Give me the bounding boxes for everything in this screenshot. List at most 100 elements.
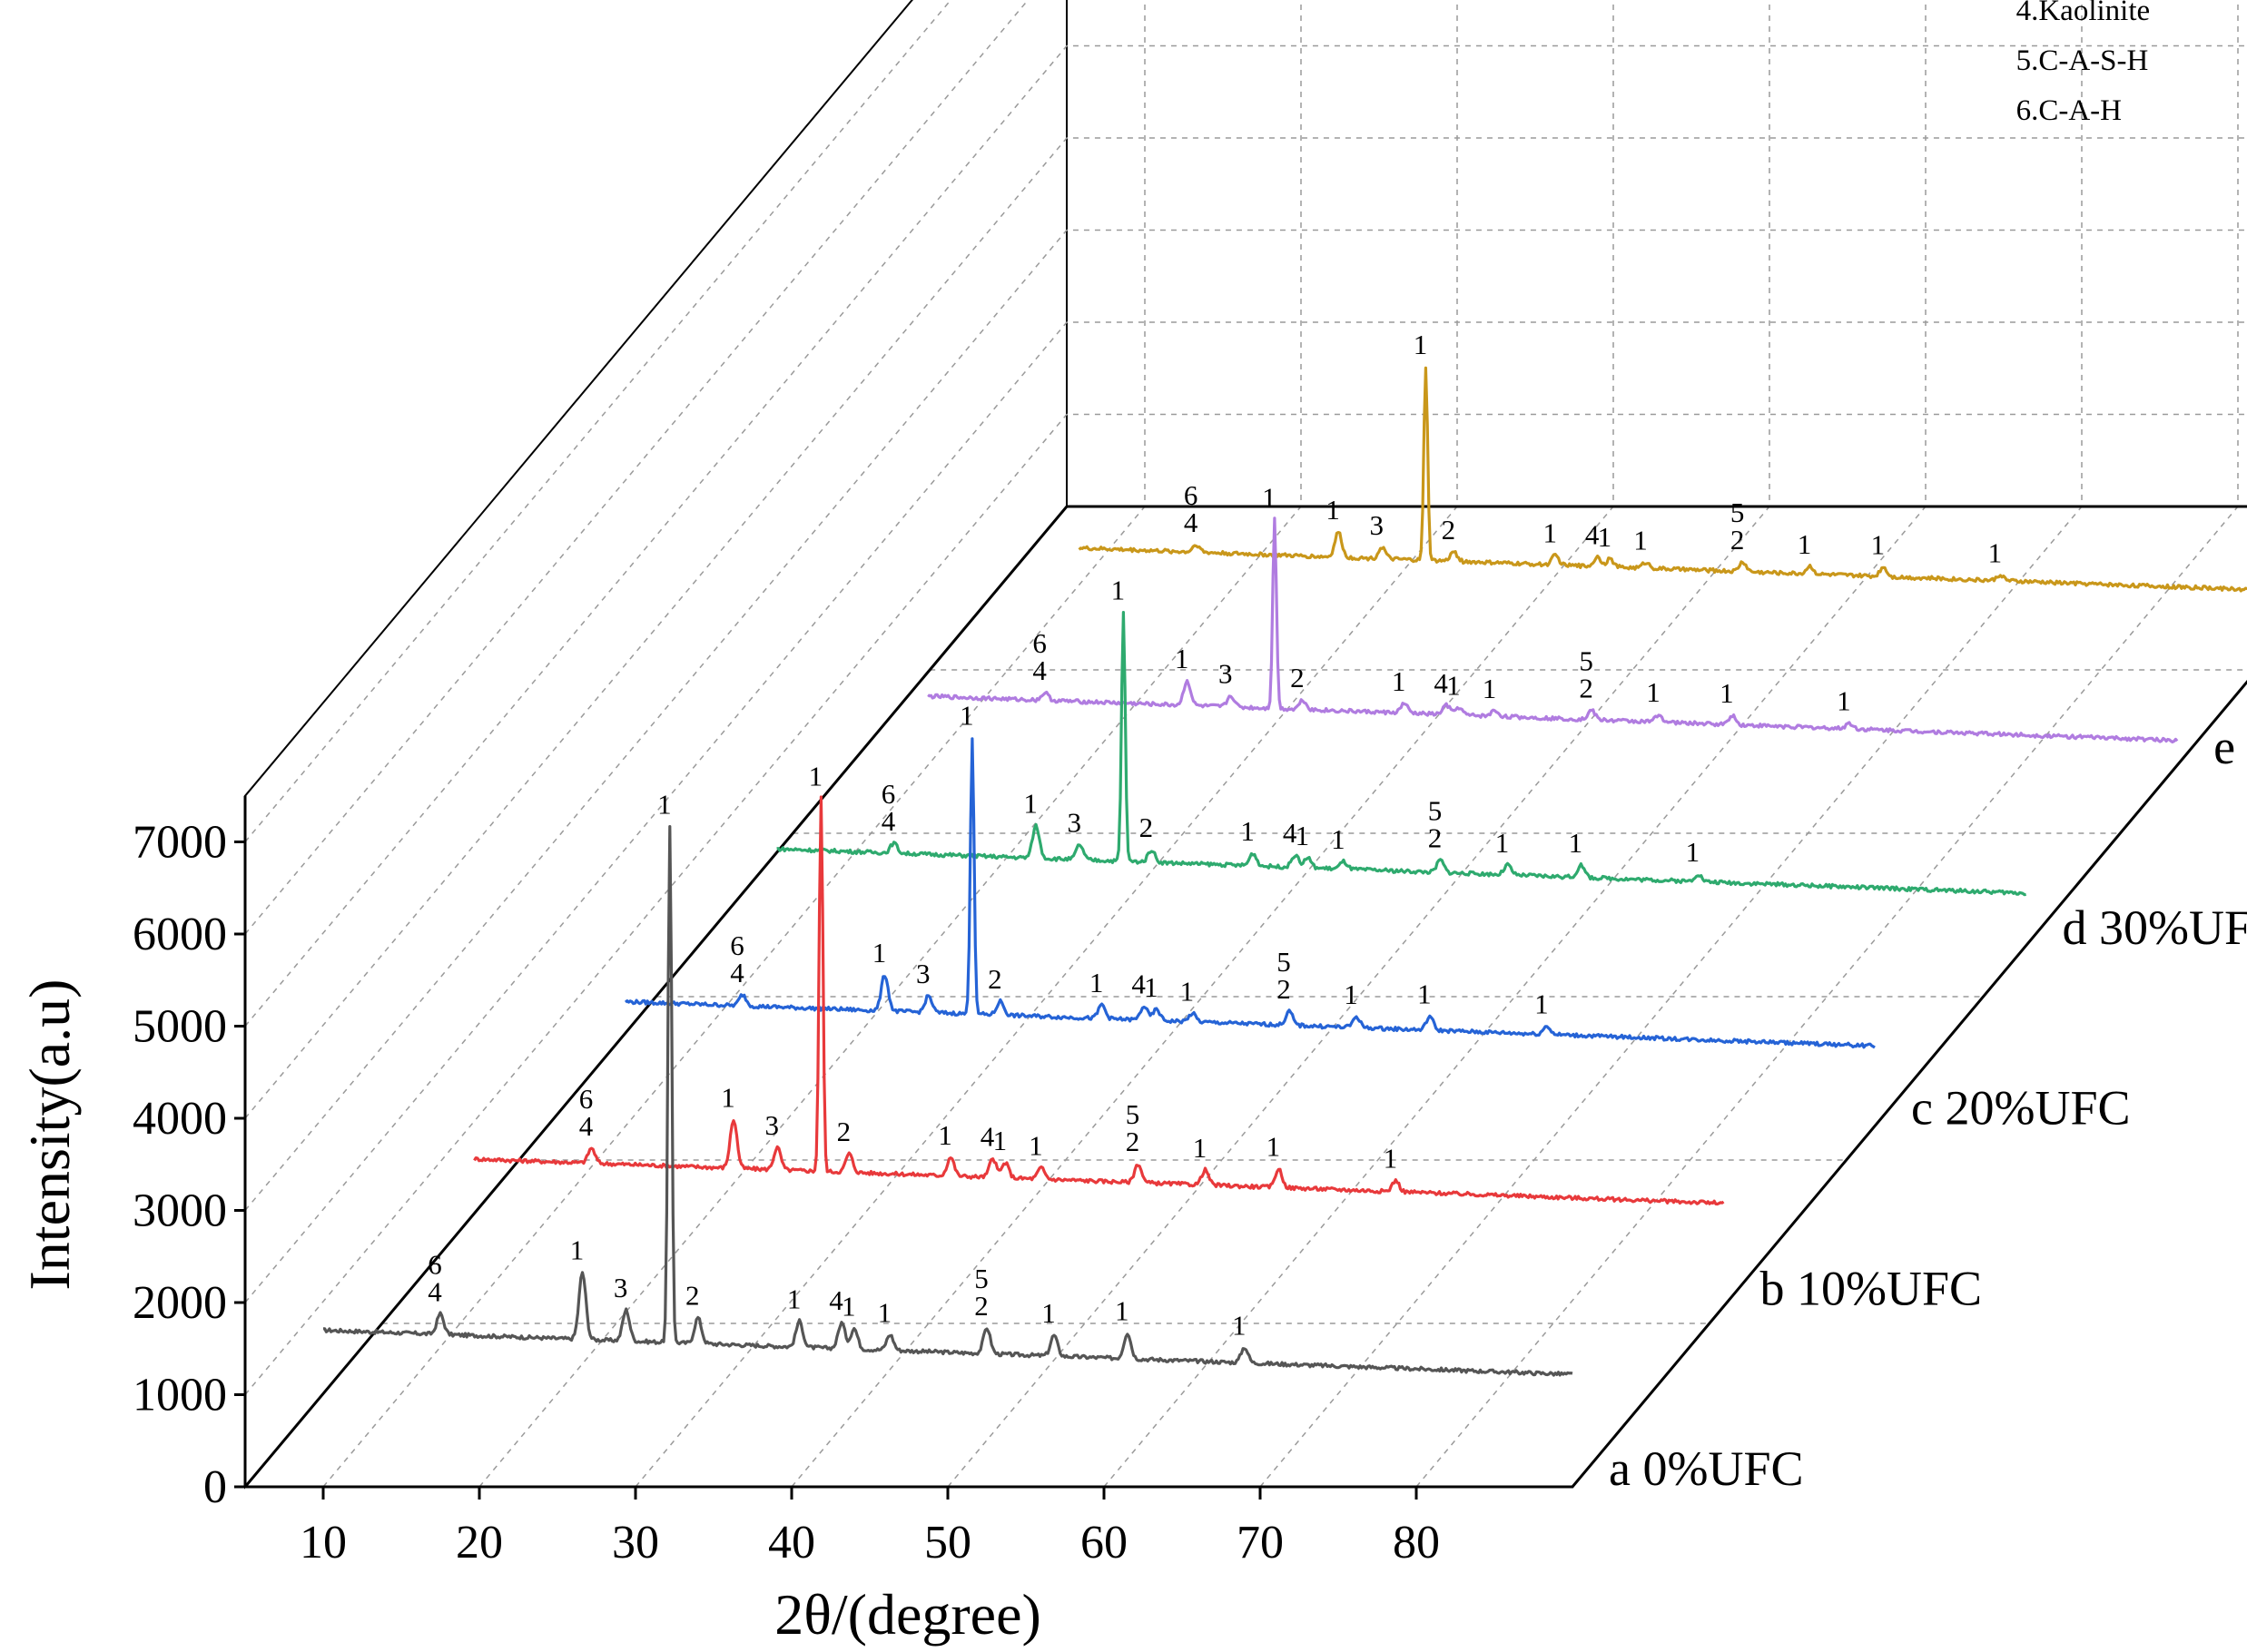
y-gridline: [244, 0, 952, 842]
peak-label: 1: [1495, 827, 1510, 859]
peak-label: 4: [981, 1121, 995, 1153]
y-gridline: [244, 413, 2247, 1395]
peak-label: 1: [1598, 521, 1612, 553]
peak-label: 1: [657, 789, 672, 821]
x-tick-label: 70: [1237, 1517, 1284, 1568]
peak-label: 5: [1126, 1098, 1140, 1130]
peak-label: 6: [730, 929, 744, 961]
series-line: [473, 795, 1725, 1206]
x-gridline: [635, 0, 1458, 1488]
y-tick-label: 0: [203, 1461, 227, 1513]
peak-label: 1: [1384, 1142, 1398, 1174]
peak-label: 1: [1686, 836, 1700, 868]
y-gridline: [244, 229, 2247, 1211]
peak-label: 1: [1392, 665, 1406, 697]
y-tick-label: 1000: [133, 1370, 227, 1421]
peak-label: 4: [428, 1275, 442, 1307]
peak-label: 2: [685, 1280, 700, 1312]
peak-label: 1: [1331, 823, 1345, 855]
peak-label: 2: [1126, 1126, 1140, 1157]
axis-lines: [241, 505, 2247, 1489]
peak-label: 4: [730, 957, 744, 988]
peak-label: 1: [1988, 536, 2003, 568]
y-gridline: [244, 0, 1030, 935]
peak-label: 6: [882, 778, 896, 810]
peak-label: 1: [1180, 976, 1195, 1008]
peak-label: 2: [974, 1290, 989, 1322]
left-wall: [244, 0, 1068, 1490]
peak-label: 1: [1344, 978, 1358, 1010]
peak-label: 1: [787, 1283, 802, 1315]
peak-label: 1: [872, 937, 887, 969]
peak-label: 1: [938, 1119, 952, 1151]
series-label: e 40%UFC: [2213, 720, 2247, 774]
y-tick-label: 5000: [133, 1001, 227, 1053]
peak-label: 3: [764, 1109, 779, 1141]
peak-label: 1: [960, 700, 974, 732]
peak-label: 3: [1370, 509, 1385, 541]
peak-label: 5: [1730, 497, 1745, 528]
peak-label: 1: [1633, 525, 1648, 556]
peak-label: 5: [1579, 644, 1593, 676]
peak-label: 1: [1023, 788, 1038, 820]
peak-label: 1: [1111, 575, 1126, 606]
tick-labels: 0 1000 2000 3000 4000 5000 6000 7000 10 20 30 40 50 6…: [133, 817, 1440, 1569]
y-tick-label: 2000: [133, 1277, 227, 1329]
x-tick-label: 60: [1080, 1517, 1128, 1568]
peak-label: 1: [1417, 978, 1432, 1010]
peak-label: 3: [1067, 807, 1081, 839]
peak-label: 4: [882, 805, 896, 837]
x-tick-label: 30: [612, 1517, 659, 1568]
y-gridline: [244, 321, 2247, 1303]
peak-label: 3: [1218, 657, 1233, 689]
series-label: a 0%UFC: [1609, 1441, 1804, 1496]
peak-label: 1: [1266, 1131, 1281, 1163]
legend-entry: 4.Kaolinite: [2016, 0, 2151, 27]
peak-label: 6: [1184, 479, 1198, 511]
y-axis-title: Intensity(a.u): [17, 979, 82, 1291]
peak-label: 2: [1730, 524, 1745, 556]
x-tick-label: 50: [924, 1517, 971, 1568]
series-line: [624, 737, 1876, 1049]
peak-label: 1: [1262, 481, 1276, 513]
peak-label: 4: [1283, 817, 1297, 849]
peak-label: 1: [809, 760, 823, 792]
peak-label: 1: [1240, 815, 1255, 847]
peak-label: 1: [1837, 685, 1851, 717]
peak-label: 5: [1276, 946, 1291, 978]
peak-label: 6: [1032, 627, 1047, 659]
peak-label: 1: [721, 1082, 735, 1114]
peak-label: 1: [1798, 528, 1812, 560]
peak-label: 2: [1442, 514, 1456, 546]
x-axis-title: 2θ/(degree): [774, 1582, 1041, 1647]
series-line: [1078, 366, 2247, 593]
peak-label: 1: [1193, 1132, 1207, 1164]
y-tick-label: 4000: [133, 1093, 227, 1145]
peak-label: 5: [974, 1263, 989, 1294]
y-tick-label: 7000: [133, 817, 227, 869]
series-line: [776, 610, 2026, 897]
peak-label: 6: [428, 1248, 442, 1280]
peak-label: 2: [1290, 662, 1305, 693]
peak-label: 4: [829, 1284, 843, 1316]
peak-label: 3: [614, 1272, 628, 1303]
peak-label: 1: [1646, 676, 1661, 708]
peak-label: 1: [878, 1297, 892, 1329]
y-tick-label: 3000: [133, 1185, 227, 1237]
y-tick-label: 6000: [133, 909, 227, 960]
peak-label: 1: [1542, 517, 1557, 549]
y-gridline: [244, 137, 2247, 1119]
x-tick-label: 20: [456, 1517, 503, 1568]
peak-label: 4: [579, 1110, 594, 1142]
peak-label: 4: [1585, 518, 1600, 550]
peak-label: 1: [993, 1125, 1008, 1156]
peak-label: 1: [1569, 827, 1583, 859]
y-gridline: [244, 44, 2247, 1027]
legend-entry: 6.C-A-H: [2016, 94, 2122, 127]
peak-label: 1: [1871, 529, 1886, 561]
peak-label: 2: [1579, 672, 1593, 703]
legend-entry: 5.C-A-S-H: [2016, 44, 2149, 77]
